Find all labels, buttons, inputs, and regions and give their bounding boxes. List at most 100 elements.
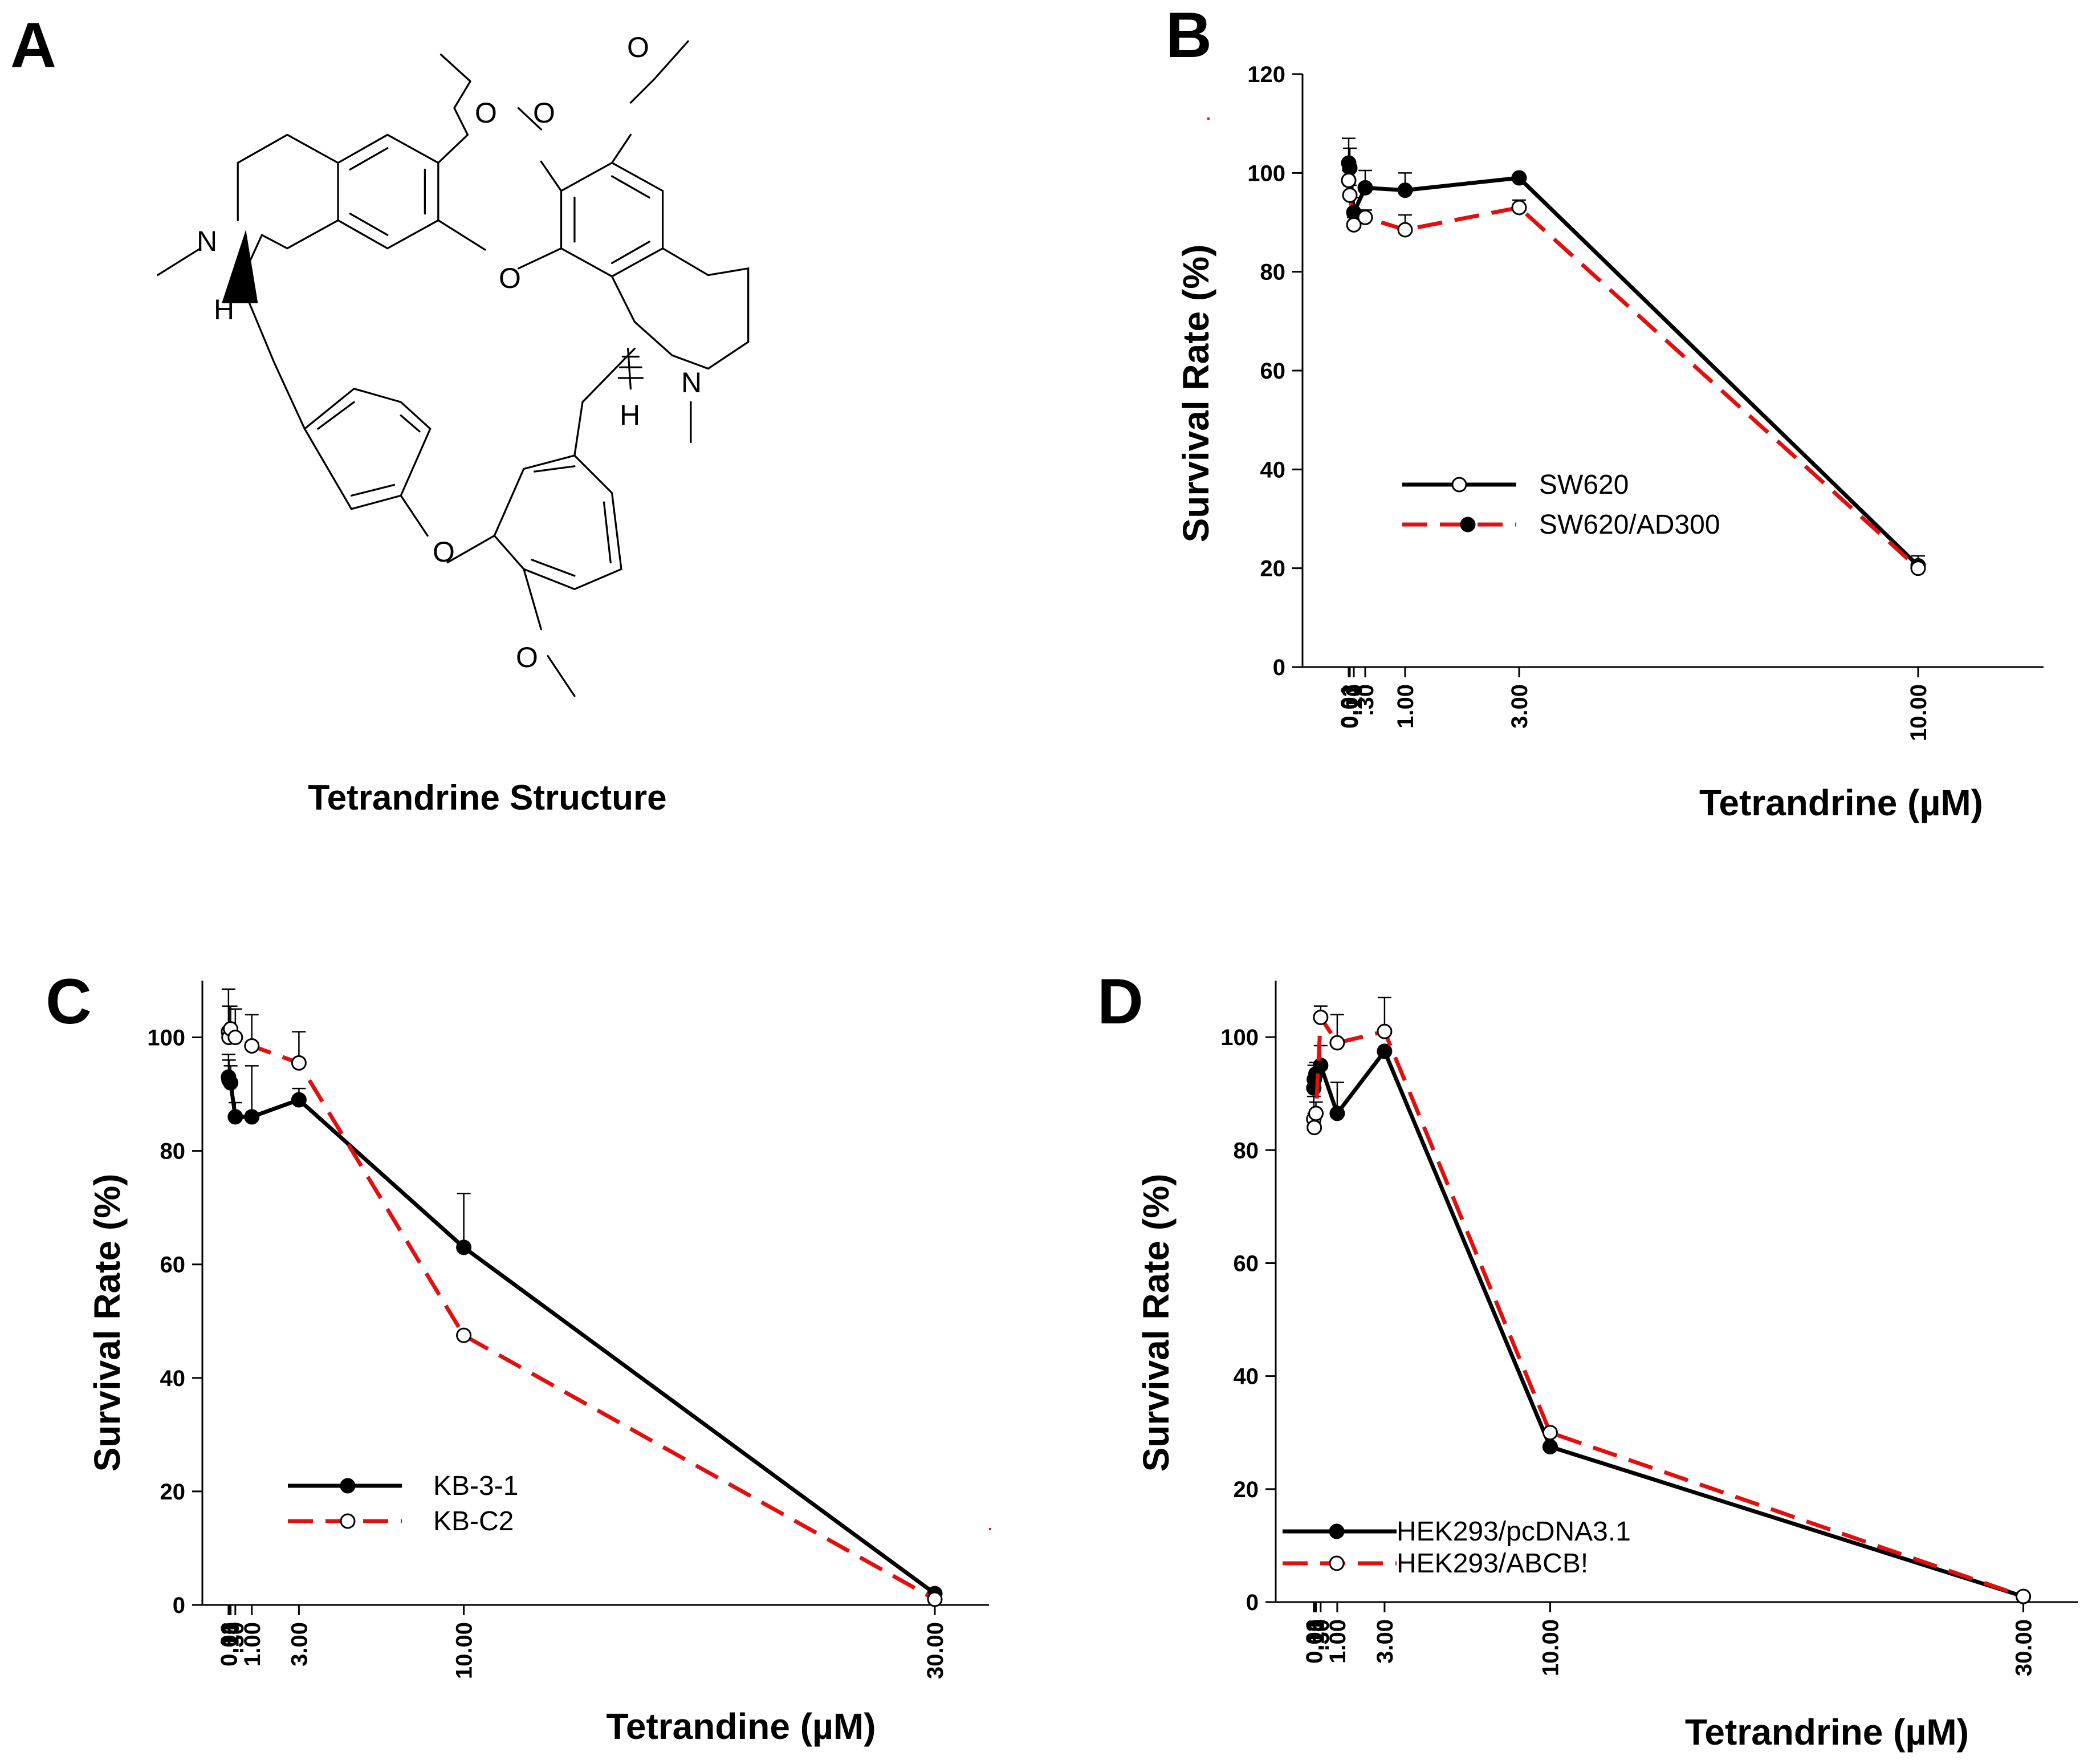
x-tick-label-b: 3.00 — [1507, 684, 1532, 729]
data-point-c-2 — [244, 1038, 260, 1054]
y-tick-label-c: 80 — [160, 1139, 186, 1164]
series-c-2 — [221, 988, 943, 1607]
atom-o-6: O — [516, 641, 538, 673]
panel-c-plot-area: 0 20 40 60 80 100 0.010.03.10.301.00 3.00 10.00 3… — [147, 981, 989, 1679]
atom-h-left: H — [214, 294, 234, 326]
x-tick-label-b: .30 — [1353, 684, 1378, 716]
y-tick-label-b: 100 — [1247, 161, 1285, 186]
atom-n-left: N — [197, 225, 217, 257]
panel-c-legend: KB-3-1 KB-C2 — [288, 1471, 518, 1537]
atom-o-3: O — [627, 31, 649, 63]
legend-d-label-2: HEK293/ABCB! — [1397, 1548, 1588, 1579]
data-point-b-2 — [1397, 222, 1413, 238]
data-point-b-2 — [1910, 560, 1926, 576]
y-tick-label-d: 0 — [1246, 1590, 1259, 1615]
y-tick-label-b: 40 — [1260, 457, 1286, 482]
y-tick-label-d: 20 — [1234, 1477, 1259, 1502]
tetrandrine-structure-drawing — [156, 40, 750, 697]
panel-d-plot-area: 0 20 40 60 80 100 0.010.03.10.301.00 3.00 10.00 3… — [1220, 981, 2078, 1676]
x-tick-label-c: 3.00 — [287, 1622, 312, 1667]
atom-o-1: O — [475, 97, 497, 129]
x-tick-label-c: 30.00 — [923, 1622, 948, 1679]
panel-c-x-axis-title: Tetrandine (µM) — [607, 1706, 876, 1747]
data-point-c-2 — [227, 1030, 243, 1046]
x-tick-label-d: 0.03 — [1303, 1619, 1328, 1664]
data-point-c-2 — [927, 1591, 943, 1607]
panel-d-chart: D 0 20 40 60 80 100 0.010.03.10.301.00 3.00 10.0… — [1097, 966, 2078, 1753]
series-d-2 — [1306, 997, 2032, 1604]
data-point-c-2 — [456, 1327, 472, 1343]
legend-d-label-1: HEK293/pcDNA3.1 — [1397, 1517, 1631, 1547]
x-tick-label-b: .10 — [1342, 684, 1367, 716]
legend-d-marker-2 — [1329, 1555, 1345, 1571]
panel-b-legend: SW620 SW620/AD300 — [1402, 470, 1720, 540]
atom-o-4: O — [499, 262, 521, 294]
x-tick-label-c: 1.00 — [240, 1622, 265, 1667]
data-point-d-1 — [1329, 1105, 1345, 1121]
structure-caption: Tetrandrine Structure — [308, 778, 666, 818]
series-line-d-2 — [1312, 1015, 2024, 1599]
x-tick-label-c: 0.03 — [217, 1622, 242, 1667]
panel-a-letter: A — [10, 10, 56, 81]
series-line-d-1 — [1312, 1049, 2024, 1599]
data-point-c-1 — [456, 1239, 472, 1255]
structure-atom-labels: O O O O N H N H O O — [197, 31, 702, 673]
legend-c-label-1: KB-3-1 — [433, 1471, 518, 1501]
panel-c-letter: C — [46, 966, 92, 1037]
data-point-b-2 — [1346, 217, 1362, 233]
panel-b-stray-mark — [1207, 117, 1210, 120]
y-tick-label-b: 120 — [1247, 62, 1285, 87]
legend-c-marker-1 — [340, 1478, 356, 1494]
panel-b-plot-area: 0 20 40 60 80 100 120 0.010.03.10.30 1.00 3.00 10.… — [1247, 62, 2044, 741]
data-point-d-2 — [1542, 1425, 1558, 1441]
x-tick-label-d: 1.00 — [1325, 1619, 1350, 1664]
y-tick-label-d: 80 — [1234, 1138, 1259, 1163]
panel-c-chart: C 0 20 40 60 80 100 0.010.03.10.301.00 3.00 10.0… — [46, 966, 991, 1747]
y-tick-label-b: 20 — [1260, 556, 1286, 582]
x-tick-label-d: .30 — [1309, 1619, 1334, 1651]
x-tick-label-d: 0.01 — [1302, 1619, 1327, 1664]
panel-d-y-axis-title: Survival Rate (%) — [1135, 1174, 1177, 1472]
data-point-d-1 — [1313, 1058, 1329, 1074]
y-tick-label-c: 0 — [173, 1593, 185, 1618]
x-tick-label-b: 0.01 — [1337, 684, 1362, 729]
data-point-c-1 — [223, 1075, 239, 1091]
x-tick-label-d: .10 — [1304, 1619, 1329, 1651]
x-tick-label-c: 10.00 — [452, 1622, 477, 1679]
series-b-2 — [1341, 169, 1926, 576]
atom-o-5: O — [433, 536, 455, 568]
legend-b-marker-2 — [1460, 517, 1476, 533]
legend-b-label-1: SW620 — [1539, 470, 1629, 500]
atom-o-2: O — [533, 97, 555, 129]
data-point-d-2 — [1377, 1023, 1393, 1039]
data-point-d-1 — [1542, 1439, 1558, 1454]
legend-d-marker-1 — [1329, 1523, 1345, 1539]
x-tick-label-c: .10 — [219, 1622, 244, 1654]
legend-c-marker-2 — [340, 1513, 356, 1529]
y-tick-label-c: 100 — [147, 1026, 185, 1051]
legend-b-marker-1 — [1451, 477, 1467, 493]
y-tick-label-b: 60 — [1260, 359, 1286, 384]
x-tick-label-c: .30 — [223, 1622, 249, 1654]
data-point-d-2 — [1307, 1120, 1322, 1136]
panel-b-letter: B — [1166, 0, 1212, 71]
panel-c-stray-mark — [989, 1528, 991, 1530]
x-tick-label-d: 30.00 — [2012, 1619, 2037, 1676]
y-tick-label-d: 40 — [1234, 1364, 1259, 1389]
y-tick-label-b: 80 — [1260, 260, 1286, 285]
x-tick-label-c: 0.01 — [217, 1622, 242, 1667]
y-tick-label-b: 0 — [1273, 655, 1285, 680]
series-line-c-1 — [226, 1076, 937, 1595]
y-tick-label-c: 20 — [160, 1480, 186, 1505]
data-point-c-1 — [227, 1109, 243, 1125]
y-tick-label-c: 60 — [160, 1253, 186, 1278]
panel-b-y-axis-title: Survival Rate (%) — [1175, 245, 1216, 543]
y-tick-label-c: 40 — [160, 1366, 186, 1391]
data-point-d-2 — [2016, 1588, 2032, 1604]
x-tick-label-b: 10.00 — [1906, 684, 1931, 741]
x-tick-label-b: 0.03 — [1338, 684, 1363, 729]
panel-b-chart: B 0 20 40 60 80 100 120 0.010.03.10.30 1.00 3.00 1… — [1166, 0, 2044, 823]
data-point-d-2 — [1329, 1035, 1345, 1051]
legend-c-label-2: KB-C2 — [433, 1506, 514, 1537]
panel-d-x-axis-title: Tetrandrine (µM) — [1685, 1712, 1969, 1753]
